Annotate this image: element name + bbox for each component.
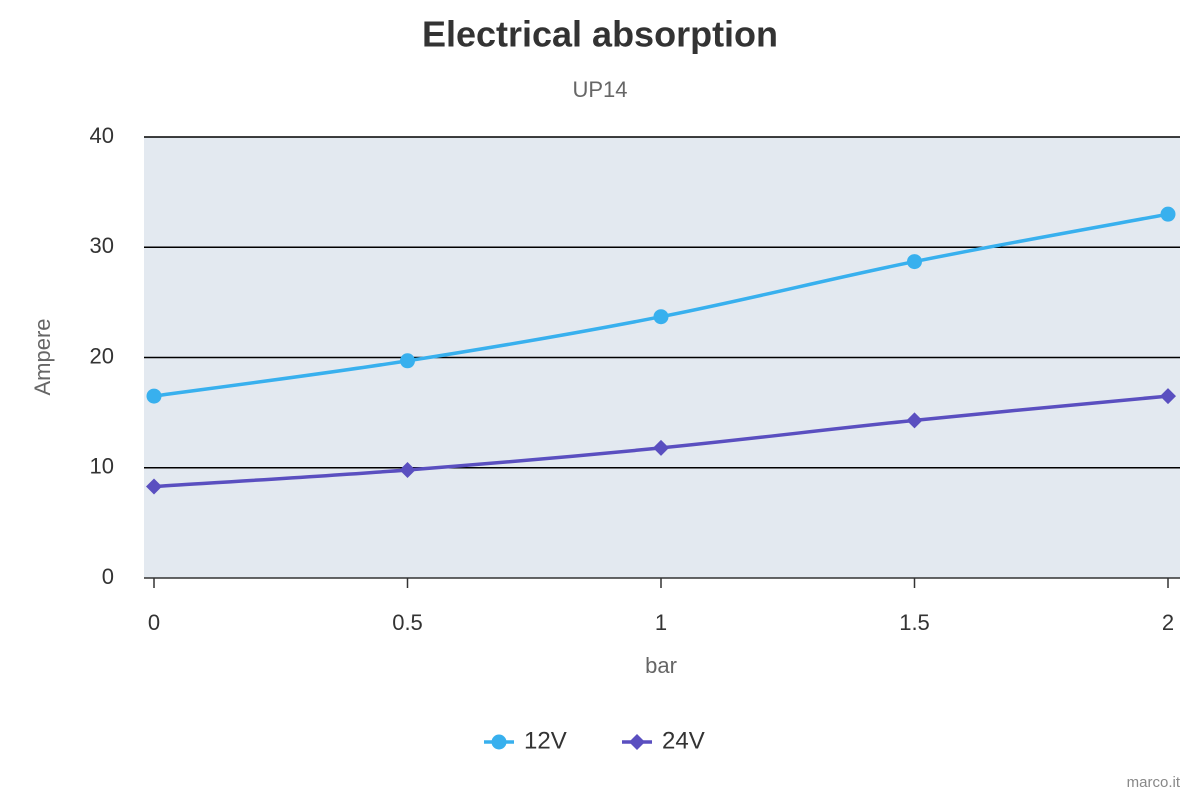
chart-title: Electrical absorption [422, 14, 778, 55]
y-axis-label: Ampere [30, 318, 55, 395]
marker [907, 254, 922, 270]
x-tick-label: 0.5 [392, 610, 423, 635]
marker [399, 461, 416, 478]
chart-subtitle: UP14 [572, 77, 627, 102]
x-tick-label: 2 [1162, 610, 1174, 635]
marker [653, 439, 669, 456]
marker [1160, 388, 1176, 405]
y-tick-label: 10 [90, 454, 114, 479]
y-tick-label: 20 [90, 343, 114, 368]
legend-label: 12V [524, 727, 567, 754]
x-tick-label: 1.5 [899, 610, 930, 635]
x-axis-label: bar [645, 653, 677, 678]
marker [629, 734, 645, 750]
x-tick-label: 1 [655, 610, 667, 635]
y-tick-label: 30 [90, 233, 114, 258]
credit: marco.it [1127, 774, 1181, 791]
marker [491, 734, 507, 750]
marker [400, 353, 415, 369]
legend-label: 24V [662, 727, 705, 754]
marker [906, 412, 923, 429]
marker [146, 388, 162, 404]
y-tick-label: 0 [102, 564, 114, 589]
x-tick-label: 0 [148, 610, 160, 635]
marker [1160, 206, 1176, 222]
y-tick-label: 40 [90, 123, 114, 148]
marker [146, 478, 162, 495]
marker [653, 309, 669, 325]
